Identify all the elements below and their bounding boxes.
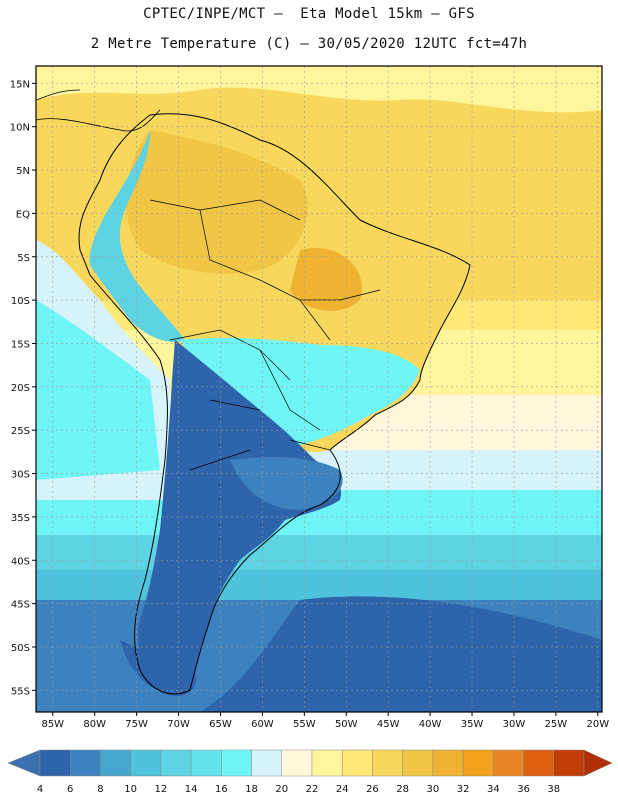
lat-label: 40S (11, 556, 30, 567)
legend-level-label: 20 (275, 784, 288, 795)
legend-level-label: 22 (306, 784, 319, 795)
legend-swatch (130, 749, 162, 777)
legend-min-arrow (7, 749, 41, 777)
lat-label: EQ (16, 209, 30, 220)
field-ocean-cold (200, 596, 602, 712)
map-title-variable: 2 Metre Temperature (C) – 30/05/2020 12U… (90, 36, 528, 52)
legend-swatch (462, 749, 494, 777)
temperature-map: 15N 10N 5N EQ 5S 10S 15S 20S 25S 30S 35S 40S 45S 50S 5… (10, 65, 609, 730)
legend-swatch (311, 749, 343, 777)
borders (149, 199, 381, 471)
lon-label: 30W (503, 719, 526, 730)
legend-level-label: 24 (336, 784, 349, 795)
legend-level-label: 16 (215, 784, 228, 795)
legend-level-label: 34 (487, 784, 500, 795)
legend-swatch (341, 749, 373, 777)
lon-label: 75W (125, 719, 148, 730)
lon-label: 80W (83, 719, 106, 730)
lat-label: 25S (11, 426, 30, 437)
legend-level-label: 26 (366, 784, 379, 795)
lon-label: 50W (335, 719, 358, 730)
legend-swatch (553, 749, 585, 777)
lon-label: 60W (251, 719, 274, 730)
lon-label: 20W (586, 719, 609, 730)
legend-swatch (160, 749, 192, 777)
legend-swatch (523, 749, 555, 777)
legend-level-label: 36 (517, 784, 530, 795)
land-andes (89, 130, 185, 342)
legend-level-label: 6 (67, 784, 73, 795)
land-central-cool (180, 337, 420, 445)
lat-label: 20S (11, 383, 30, 394)
lat-label: 15N (10, 79, 30, 90)
coastline (78, 113, 471, 695)
legend-level-label: 12 (155, 784, 168, 795)
legend-level-label: 32 (457, 784, 470, 795)
legend-swatch (190, 749, 222, 777)
map-frame (35, 65, 603, 713)
legend-swatch (100, 749, 131, 777)
lon-label: 85W (41, 719, 64, 730)
legend-level-label: 8 (97, 784, 103, 795)
lat-label: 30S (11, 470, 30, 481)
lat-label: 50S (11, 643, 30, 654)
legend-swatch (39, 749, 71, 777)
color-legend: 4 6 8 10 12 14 16 18 20 22 24 26 28 30 32 34 36 38 (7, 749, 613, 795)
legend-level-label: 38 (547, 784, 560, 795)
field-ocean-14 (36, 535, 602, 575)
lat-label: 5S (17, 253, 30, 264)
legend-swatch (402, 749, 434, 777)
lat-label: 35S (11, 513, 30, 524)
legend-swatch (493, 749, 524, 777)
legend-level-label: 14 (185, 784, 198, 795)
legend-swatch (432, 749, 464, 777)
legend-level-label: 4 (37, 784, 43, 795)
legend-level-label: 28 (396, 784, 409, 795)
legend-swatch (251, 749, 283, 777)
lon-label: 40W (419, 719, 442, 730)
legend-swatch (69, 749, 101, 777)
field-warm-top (36, 66, 602, 113)
lon-label: 45W (377, 719, 400, 730)
legend-level-label: 10 (124, 784, 137, 795)
legend-swatch (281, 749, 313, 777)
lon-label: 65W (209, 719, 232, 730)
lat-label: 55S (11, 686, 30, 697)
legend-level-label: 30 (427, 784, 440, 795)
lat-label: 5N (16, 166, 30, 177)
legend-max-arrow (583, 749, 613, 777)
legend-level-label: 18 (245, 784, 258, 795)
legend-swatch (221, 749, 252, 777)
lon-label: 55W (293, 719, 316, 730)
lon-label: 25W (545, 719, 568, 730)
lon-label: 70W (167, 719, 190, 730)
lat-label: 15S (11, 339, 30, 350)
lat-label: 10S (11, 296, 30, 307)
map-title-model: CPTEC/INPE/MCT – Eta Model 15km – GFS (143, 6, 475, 22)
legend-swatch (372, 749, 403, 777)
lat-label: 10N (10, 123, 30, 134)
lon-label: 35W (461, 719, 484, 730)
lat-label: 45S (11, 600, 30, 611)
land-south (138, 340, 341, 695)
